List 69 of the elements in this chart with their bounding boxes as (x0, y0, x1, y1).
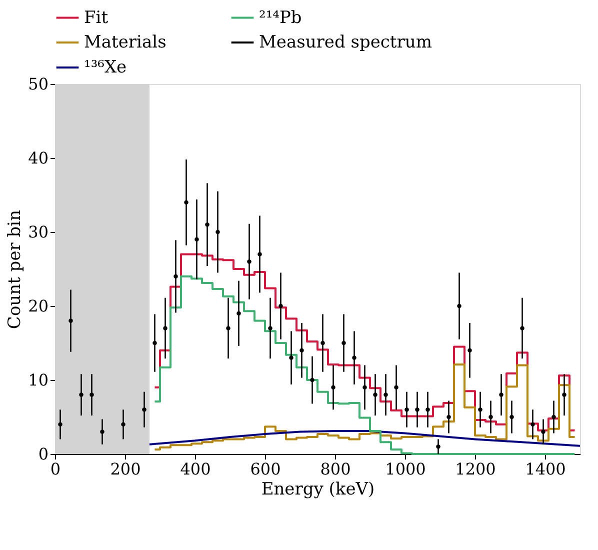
point (320, 340, 325, 346)
y-tick-label: 50 (28, 74, 48, 94)
point (226, 326, 230, 330)
point (499, 392, 504, 397)
point (90, 392, 94, 397)
x-tick-label: 1000 (385, 460, 426, 478)
y-axis-title: Count per bin (5, 210, 26, 330)
point (268, 326, 272, 330)
x-tick-label: 400 (180, 460, 211, 478)
point (258, 252, 262, 256)
legend-label: Materials (84, 32, 166, 52)
x-tick-label: 1400 (525, 460, 566, 478)
point (278, 304, 283, 308)
point (426, 407, 430, 412)
point (562, 392, 566, 397)
point (384, 392, 388, 397)
x-tick-label: 600 (250, 460, 281, 478)
point (121, 422, 126, 427)
x-axis-title: Energy (keV) (261, 480, 375, 500)
point (216, 230, 220, 234)
point (404, 407, 409, 412)
point (247, 259, 252, 264)
y-tick-label: 10 (28, 370, 48, 390)
x-tick-label: 800 (320, 460, 351, 478)
y-tick-label: 20 (28, 296, 48, 316)
point (310, 378, 314, 382)
point (342, 340, 346, 346)
point (236, 311, 241, 316)
point (436, 444, 440, 449)
point (394, 385, 398, 390)
point (478, 407, 482, 412)
point (163, 326, 168, 330)
point (331, 385, 336, 390)
point (58, 422, 62, 427)
point (373, 392, 378, 397)
point (68, 318, 73, 323)
point (552, 414, 556, 420)
point (79, 392, 84, 397)
point (184, 200, 188, 205)
x-tick-label: 200 (110, 460, 141, 478)
point (289, 356, 294, 360)
y-tick-label: 40 (28, 148, 48, 168)
point (300, 348, 304, 353)
point (152, 340, 157, 346)
point (174, 274, 178, 279)
legend-label: ²¹⁴Pb (259, 8, 302, 28)
point (446, 414, 451, 420)
point (205, 222, 210, 227)
point (100, 430, 104, 434)
point (468, 348, 472, 353)
point (520, 326, 524, 330)
x-tick-label: 0 (50, 460, 61, 478)
y-tick-label: 30 (28, 222, 48, 242)
point (510, 414, 514, 420)
point (457, 304, 462, 308)
x-tick-label: 1200 (455, 460, 496, 478)
point (142, 407, 146, 412)
point (362, 385, 367, 390)
point (530, 422, 535, 427)
point (194, 237, 199, 242)
line-series (148, 430, 581, 447)
legend-label: ¹³⁶Xe (84, 58, 127, 78)
point (488, 414, 493, 420)
point (352, 356, 356, 360)
point (415, 407, 420, 412)
y-tick-label: 0 (38, 444, 48, 464)
point (541, 430, 546, 434)
legend-label: Measured spectrum (259, 32, 432, 52)
legend-label: Fit (84, 8, 108, 28)
